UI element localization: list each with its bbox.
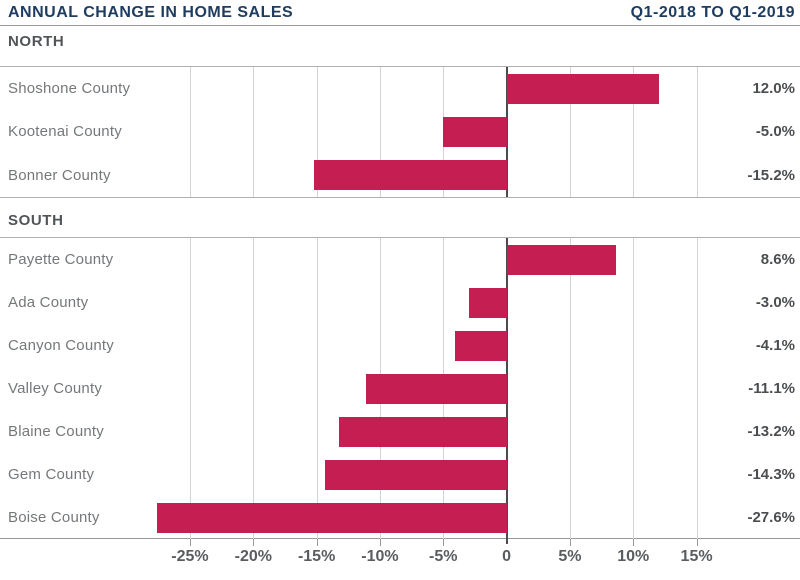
bar — [325, 459, 507, 490]
county-label: Gem County — [8, 466, 95, 483]
bar — [506, 73, 659, 104]
gridline--10 — [379, 67, 381, 197]
axis-tick-label-5: 5% — [558, 548, 582, 565]
value-label: -15.2% — [747, 166, 795, 184]
x-axis-line — [0, 538, 800, 539]
county-label: Kootenai County — [8, 123, 122, 141]
axis-tick-label--15: -15% — [297, 548, 336, 565]
county-label: Ada County — [8, 294, 89, 311]
county-label: Canyon County — [8, 337, 114, 354]
chart-row: Kootenai County -5.0% — [0, 110, 800, 153]
gridline-15 — [696, 238, 698, 539]
gridline-5 — [569, 238, 571, 539]
chart-period: Q1-2018 TO Q1-2019 — [630, 4, 795, 21]
chart-row: Shoshone County 12.0% — [0, 67, 800, 110]
gridline--20 — [253, 238, 255, 539]
axis-tick-5 — [569, 538, 571, 546]
bar — [454, 330, 507, 361]
axis-tick-label--20: -20% — [234, 548, 272, 565]
x-axis: -25% -20% -15% -10% -5% 0 5% 10% 15% — [0, 538, 800, 578]
gridline--15 — [316, 238, 318, 539]
bar — [506, 244, 616, 275]
bar — [157, 502, 507, 533]
axis-tick--20 — [253, 538, 255, 546]
section-label-north: NORTH — [8, 33, 65, 50]
chart-row: Payette County 8.6% — [0, 238, 800, 281]
chart-title: ANNUAL CHANGE IN HOME SALES — [8, 4, 294, 21]
axis-tick--15 — [316, 538, 318, 546]
chart-header: ANNUAL CHANGE IN HOME SALES Q1-2018 TO Q… — [0, 0, 800, 26]
value-label: -14.3% — [747, 466, 795, 483]
county-label: Blaine County — [8, 423, 104, 440]
axis-tick-label--5: -5% — [429, 548, 458, 565]
gridline-15 — [696, 67, 698, 197]
chart-row: Blaine County -13.2% — [0, 410, 800, 453]
bar — [314, 160, 507, 191]
gridline-10 — [633, 238, 635, 539]
chart-row: Gem County -14.3% — [0, 453, 800, 496]
axis-tick--5 — [443, 538, 445, 546]
chart-row: Valley County -11.1% — [0, 367, 800, 410]
value-label: -11.1% — [748, 380, 795, 397]
axis-tick-label-10: 10% — [617, 548, 650, 565]
gridline-10 — [633, 67, 635, 197]
value-label: 8.6% — [760, 251, 795, 268]
chart-row: Bonner County -15.2% — [0, 154, 800, 197]
county-label: Shoshone County — [8, 80, 131, 98]
plot-south: Payette County 8.6% Ada County -3.0% Canyon … — [0, 237, 800, 539]
gridline--15 — [316, 67, 318, 197]
axis-tick-label-15: 15% — [680, 548, 713, 565]
gridline--25 — [189, 238, 191, 539]
axis-tick-label--25: -25% — [171, 548, 209, 565]
chart-row: Boise County -27.6% — [0, 496, 800, 539]
zero-axis-line — [505, 238, 508, 539]
county-label: Valley County — [8, 380, 103, 397]
county-label: Payette County — [8, 251, 114, 268]
axis-tick-label-0: 0 — [502, 548, 512, 565]
gridline--25 — [189, 67, 191, 197]
bar — [366, 373, 507, 404]
bar — [468, 287, 507, 318]
value-label: -4.1% — [755, 337, 795, 354]
value-label: -27.6% — [747, 509, 795, 526]
bar — [443, 116, 507, 147]
county-label: Bonner County — [8, 166, 111, 184]
axis-tick--25 — [189, 538, 191, 546]
chart-row: Canyon County -4.1% — [0, 324, 800, 367]
county-label: Boise County — [8, 509, 100, 526]
axis-tick-0 — [505, 538, 508, 544]
chart-row: Ada County -3.0% — [0, 281, 800, 324]
gridline--20 — [253, 67, 255, 197]
plot-north: Shoshone County 12.0% Kootenai County -5.0%… — [0, 66, 800, 198]
bar — [339, 416, 507, 447]
value-label: -3.0% — [755, 294, 795, 311]
value-label: 12.0% — [752, 80, 795, 98]
value-label: -5.0% — [755, 123, 795, 141]
gridline-5 — [569, 67, 571, 197]
axis-tick-label--10: -10% — [361, 548, 399, 565]
zero-axis-line — [505, 67, 508, 197]
axis-tick-15 — [696, 538, 698, 546]
section-label-south: SOUTH — [8, 212, 64, 229]
axis-tick--10 — [379, 538, 381, 546]
axis-tick-10 — [633, 538, 635, 546]
value-label: -13.2% — [747, 423, 795, 440]
